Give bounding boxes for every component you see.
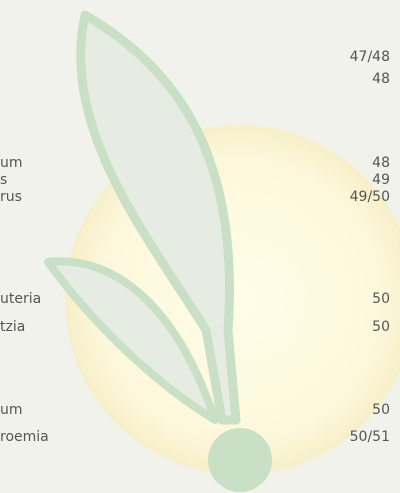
page-number: 48 xyxy=(372,71,390,87)
page-number: 50 xyxy=(372,319,390,335)
entry-title: roemia xyxy=(0,429,49,445)
entry-title: s xyxy=(0,172,8,188)
page-number: 48 xyxy=(372,155,390,171)
page-number: 50 xyxy=(372,291,390,307)
page-number: 50/51 xyxy=(349,429,390,445)
large-leaf xyxy=(76,10,241,425)
entry-title: tzia xyxy=(0,319,26,335)
entry-title: rus xyxy=(0,189,22,205)
page-number: 49 xyxy=(372,172,390,188)
entry-title: uteria xyxy=(0,291,42,307)
page-number: 49/50 xyxy=(349,189,390,205)
page-number: 47/48 xyxy=(349,49,390,65)
small-leaf xyxy=(44,257,219,424)
entry-title: um xyxy=(0,402,23,418)
entry-title: um xyxy=(0,155,23,171)
leaf-bulb xyxy=(208,428,272,492)
page-number: 50 xyxy=(372,402,390,418)
